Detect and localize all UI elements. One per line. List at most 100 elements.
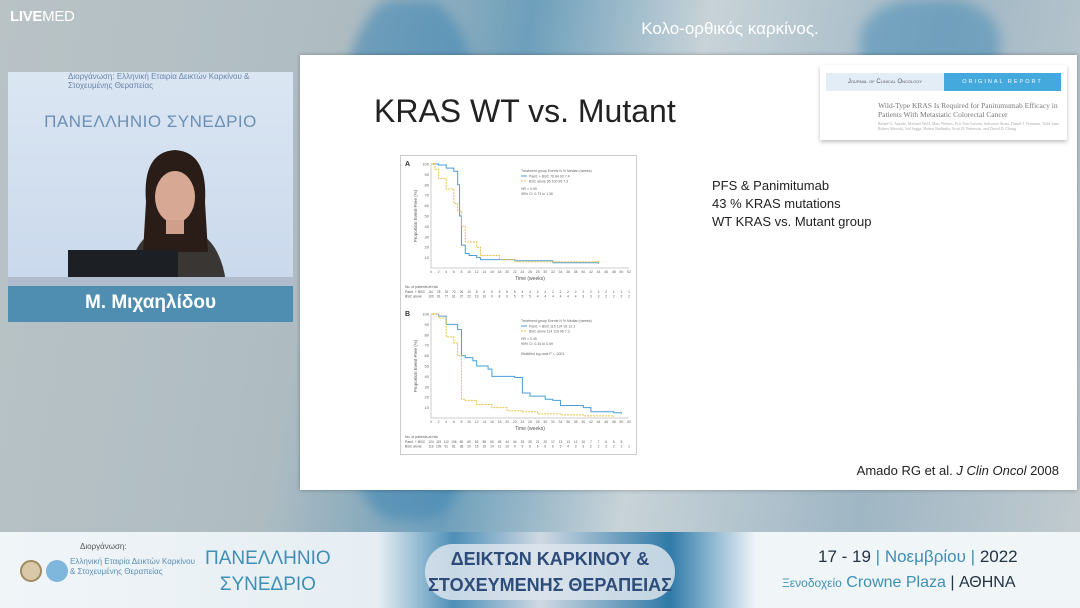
livemed-logo: LIVEMED: [10, 8, 75, 25]
journal-header-image: Journal of Clinical Oncology ORIGINAL RE…: [820, 65, 1067, 140]
speaker-name: Μ. Μιχαηλίδου: [8, 286, 293, 322]
risk-value: 5: [514, 295, 516, 299]
risk-value: 9: [521, 445, 523, 449]
risk-value: 2: [590, 445, 592, 449]
y-tick-label: 100: [422, 312, 429, 317]
km-curve-panit: [431, 163, 600, 264]
risk-value: 20: [467, 445, 471, 449]
risk-value: 4: [567, 295, 569, 299]
x-tick-label: 12: [475, 420, 479, 424]
stat-label: HR = 0.99: [521, 187, 537, 191]
y-tick-label: 70: [425, 343, 430, 348]
panel-label: A: [405, 161, 410, 168]
risk-value: 21: [536, 440, 540, 444]
risk-value: 11: [498, 445, 502, 449]
banner-title-2: ΔΕΙΚΤΩΝ ΚΑΡΚΙΝΟΥ & ΣΤΟΧΕΥΜΕΝΗΣ ΘΕΡΑΠΕΙΑΣ: [425, 544, 675, 600]
x-tick-label: 34: [559, 270, 563, 274]
risk-value: 4: [544, 295, 546, 299]
x-tick-label: 52: [627, 270, 631, 274]
x-tick-label: 10: [467, 270, 471, 274]
backdrop-organizer: Διοργάνωση: Ελληνική Εταιρία Δεικτών Καρ…: [68, 72, 250, 90]
conference-banner: Διοργάνωση: Ελληνική Εταιρία Δεικτών Καρ…: [0, 532, 1080, 608]
risk-value: 78: [437, 290, 441, 294]
risk-value: 58: [483, 440, 487, 444]
x-tick-label: 4: [445, 270, 447, 274]
risk-value: 5: [529, 295, 531, 299]
x-tick-label: 26: [528, 420, 532, 424]
risk-value: 5: [620, 440, 622, 444]
x-tick-label: 8: [460, 270, 462, 274]
x-tick-label: 50: [619, 270, 623, 274]
legend-entry: Panit. + BSC 76 84 90 7.4: [529, 175, 570, 179]
risk-value: 10: [582, 440, 586, 444]
risk-value: 10: [483, 295, 487, 299]
x-tick-label: 20: [505, 420, 509, 424]
x-tick-label: 28: [536, 270, 540, 274]
x-tick-label: 30: [543, 270, 547, 274]
risk-value: 1: [628, 290, 630, 294]
x-tick-label: 48: [612, 420, 616, 424]
risk-value: 13: [566, 440, 570, 444]
risk-table-label: No. of patients at risk: [405, 435, 438, 439]
x-tick-label: 6: [453, 420, 455, 424]
risk-value: 69: [467, 440, 471, 444]
risk-value: 119: [428, 445, 433, 449]
y-tick-label: 70: [425, 193, 430, 198]
risk-value: 2: [575, 290, 577, 294]
risk-value: 4: [529, 290, 531, 294]
risk-value: 4: [552, 295, 554, 299]
x-tick-label: 24: [520, 420, 524, 424]
stat-label: Stratified log-rank P < .0001: [521, 352, 564, 356]
y-tick-label: 50: [425, 214, 430, 219]
y-tick-label: 60: [425, 203, 430, 208]
risk-value: 7: [590, 440, 592, 444]
risk-value: 5: [560, 445, 562, 449]
km-figure: A 10 20 30 40 50 60 70 80 90 100 0 2 4 6 8 10 12 14 16 18 20 2…: [400, 155, 637, 455]
legend-header: Treatment group Events N % Median (weeks…: [521, 169, 592, 173]
x-tick-label: 2: [438, 270, 440, 274]
legend-entry: Panit. + BSC 115 124 93 12.3: [529, 325, 575, 329]
km-curve-panit: [431, 313, 622, 414]
risk-value: 2: [560, 290, 562, 294]
risk-value: 37: [460, 295, 464, 299]
risk-value: 77: [444, 295, 448, 299]
risk-value: 81: [452, 445, 456, 449]
risk-value: 2: [628, 295, 630, 299]
slide-notes: PFS & Panimitumab 43 % KRAS mutations WT…: [712, 177, 871, 231]
risk-value: 17: [551, 440, 555, 444]
risk-value: 13: [559, 440, 563, 444]
presentation-slide: KRAS WT vs. Mutant Journal of Clinical O…: [300, 55, 1077, 490]
risk-value: 2: [582, 290, 584, 294]
x-tick-label: 22: [513, 420, 517, 424]
x-tick-label: 0: [430, 270, 432, 274]
risk-value: 5: [521, 295, 523, 299]
risk-value: 15: [483, 445, 487, 449]
risk-value: 112: [444, 440, 449, 444]
risk-value: 9: [491, 295, 493, 299]
risk-value: 2: [552, 290, 554, 294]
risk-value: 2: [620, 295, 622, 299]
laptop: [68, 250, 178, 280]
x-tick-label: 44: [597, 420, 601, 424]
risk-value: 6: [483, 290, 485, 294]
y-tick-label: 100: [422, 162, 429, 167]
risk-value: 6: [544, 445, 546, 449]
x-tick-label: 16: [490, 420, 494, 424]
x-tick-label: 6: [453, 270, 455, 274]
risk-value: 12: [574, 440, 578, 444]
risk-value: 50: [490, 440, 494, 444]
x-tick-label: 18: [498, 270, 502, 274]
stat-label: HR = 0.45: [521, 337, 537, 341]
x-tick-label: 12: [475, 270, 479, 274]
km-curve-bsc: [431, 163, 600, 264]
reference: Amado RG et al. J Clin Oncol 2008: [856, 463, 1059, 478]
y-tick-label: 90: [425, 172, 430, 177]
risk-value: 10: [505, 445, 509, 449]
stat-label: 95% CI: 0.73 to 1.36: [521, 192, 553, 196]
x-tick-label: 32: [551, 270, 555, 274]
y-tick-label: 10: [425, 255, 430, 260]
risk-value: 4: [575, 295, 577, 299]
x-tick-label: 8: [460, 420, 462, 424]
x-tick-label: 24: [520, 270, 524, 274]
